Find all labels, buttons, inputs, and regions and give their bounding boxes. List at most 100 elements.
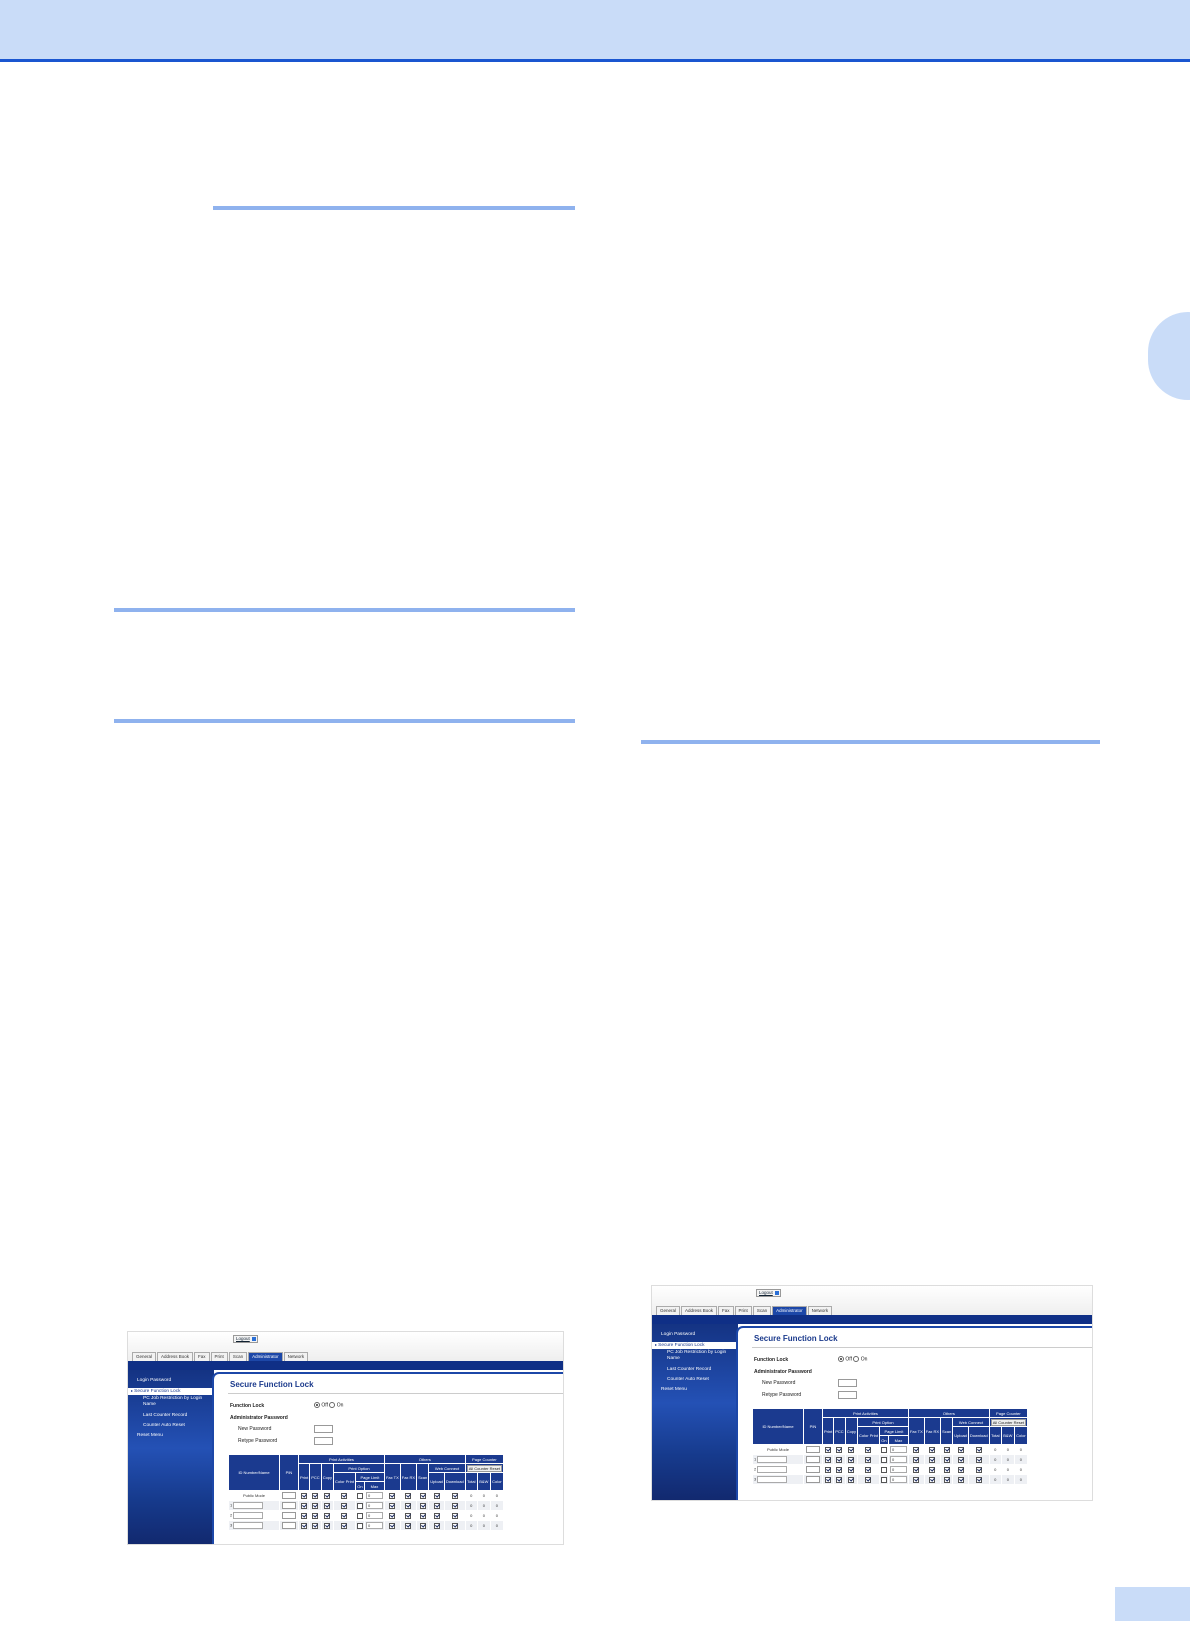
checkbox[interactable] (880, 1476, 887, 1483)
checkbox[interactable] (433, 1492, 440, 1499)
radio[interactable] (314, 1402, 320, 1408)
checkbox[interactable] (865, 1446, 872, 1453)
checkbox[interactable] (341, 1522, 348, 1529)
radio[interactable] (329, 1402, 336, 1408)
max-input[interactable]: 0 (889, 1476, 907, 1483)
tab[interactable]: Print (210, 1352, 228, 1361)
menu-item[interactable]: Last Counter Record (128, 1413, 229, 1419)
checkbox[interactable] (312, 1492, 319, 1499)
checkbox[interactable] (913, 1446, 920, 1453)
max-input[interactable]: 0 (365, 1502, 383, 1509)
checkbox[interactable] (405, 1492, 412, 1499)
checkbox[interactable] (957, 1446, 964, 1453)
tab[interactable]: Administrator (772, 1306, 807, 1315)
checkbox[interactable] (324, 1512, 331, 1519)
checkbox[interactable] (825, 1466, 832, 1473)
tab[interactable]: Address Book (681, 1306, 718, 1315)
reset-button[interactable]: All Counter Reset (466, 1464, 503, 1472)
menu-item[interactable]: PC Job Restriction by Login Name (128, 1396, 203, 1407)
checkbox[interactable] (957, 1456, 964, 1463)
checkbox[interactable] (865, 1466, 872, 1473)
checkbox[interactable] (419, 1522, 426, 1529)
checkbox[interactable] (848, 1466, 855, 1473)
checkbox[interactable] (389, 1492, 396, 1499)
pin-input[interactable] (282, 1511, 296, 1519)
checkbox[interactable] (825, 1476, 832, 1483)
checkbox[interactable] (389, 1502, 396, 1509)
tab[interactable]: Fax (718, 1306, 734, 1315)
tab[interactable]: Network (807, 1306, 833, 1315)
tab[interactable]: Address Book (157, 1352, 194, 1361)
menu-item[interactable]: ▸ Secure Function Lock (128, 1388, 223, 1395)
checkbox[interactable] (324, 1522, 331, 1529)
checkbox[interactable] (825, 1456, 832, 1463)
pin-input[interactable] (806, 1445, 820, 1453)
tab[interactable]: Print (734, 1306, 752, 1315)
pin-input[interactable] (282, 1491, 296, 1499)
checkbox[interactable] (451, 1492, 458, 1499)
checkbox[interactable] (836, 1466, 843, 1473)
checkbox[interactable] (324, 1492, 331, 1499)
checkbox[interactable] (301, 1492, 308, 1499)
checkbox[interactable] (451, 1502, 458, 1509)
password-input[interactable] (314, 1437, 333, 1445)
checkbox[interactable] (836, 1446, 843, 1453)
tab[interactable]: Scan (752, 1306, 772, 1315)
checkbox[interactable] (865, 1456, 872, 1463)
radio[interactable] (838, 1356, 844, 1362)
checkbox[interactable] (451, 1522, 458, 1529)
checkbox[interactable] (836, 1476, 843, 1483)
checkbox[interactable] (405, 1522, 412, 1529)
tab[interactable]: Administrator (248, 1352, 283, 1361)
max-input[interactable]: 0 (365, 1512, 383, 1519)
checkbox[interactable] (356, 1502, 363, 1509)
checkbox[interactable] (301, 1512, 308, 1519)
logout-button[interactable]: Logout (756, 1289, 781, 1297)
checkbox[interactable] (913, 1466, 920, 1473)
checkbox[interactable] (929, 1456, 936, 1463)
name-input[interactable] (233, 1502, 264, 1509)
menu-item[interactable]: ▸ Secure Function Lock (652, 1342, 747, 1349)
name-input[interactable] (757, 1456, 788, 1463)
checkbox[interactable] (929, 1446, 936, 1453)
checkbox[interactable] (341, 1512, 348, 1519)
pin-input[interactable] (806, 1475, 820, 1483)
password-input[interactable] (314, 1425, 333, 1433)
menu-item[interactable]: PC Job Restriction by Login Name (652, 1350, 727, 1361)
checkbox[interactable] (865, 1476, 872, 1483)
reset-button[interactable]: All Counter Reset (990, 1418, 1027, 1426)
checkbox[interactable] (943, 1446, 950, 1453)
checkbox[interactable] (356, 1492, 363, 1499)
checkbox[interactable] (312, 1512, 319, 1519)
name-input[interactable] (757, 1466, 788, 1473)
checkbox[interactable] (848, 1446, 855, 1453)
max-input[interactable]: 0 (365, 1492, 383, 1499)
checkbox[interactable] (975, 1446, 982, 1453)
name-input[interactable] (757, 1476, 788, 1483)
checkbox[interactable] (301, 1502, 308, 1509)
max-input[interactable]: 0 (889, 1456, 907, 1463)
checkbox[interactable] (419, 1512, 426, 1519)
checkbox[interactable] (312, 1502, 319, 1509)
menu-item[interactable]: Reset Menu (128, 1433, 223, 1439)
checkbox[interactable] (825, 1446, 832, 1453)
pin-input[interactable] (282, 1501, 296, 1509)
password-input[interactable] (838, 1391, 857, 1399)
menu-item[interactable]: Reset Menu (652, 1387, 747, 1393)
name-input[interactable] (233, 1512, 264, 1519)
checkbox[interactable] (356, 1512, 363, 1519)
menu-item[interactable]: Login Password (128, 1378, 223, 1384)
checkbox[interactable] (975, 1466, 982, 1473)
checkbox[interactable] (433, 1512, 440, 1519)
menu-item[interactable]: Counter Auto Reset (652, 1377, 753, 1383)
password-input[interactable] (838, 1379, 857, 1387)
menu-item[interactable]: Counter Auto Reset (128, 1423, 229, 1429)
tab[interactable]: Scan (228, 1352, 248, 1361)
checkbox[interactable] (433, 1522, 440, 1529)
checkbox[interactable] (880, 1456, 887, 1463)
checkbox[interactable] (341, 1502, 348, 1509)
checkbox[interactable] (848, 1476, 855, 1483)
checkbox[interactable] (451, 1512, 458, 1519)
checkbox[interactable] (929, 1476, 936, 1483)
tab[interactable]: Fax (194, 1352, 210, 1361)
